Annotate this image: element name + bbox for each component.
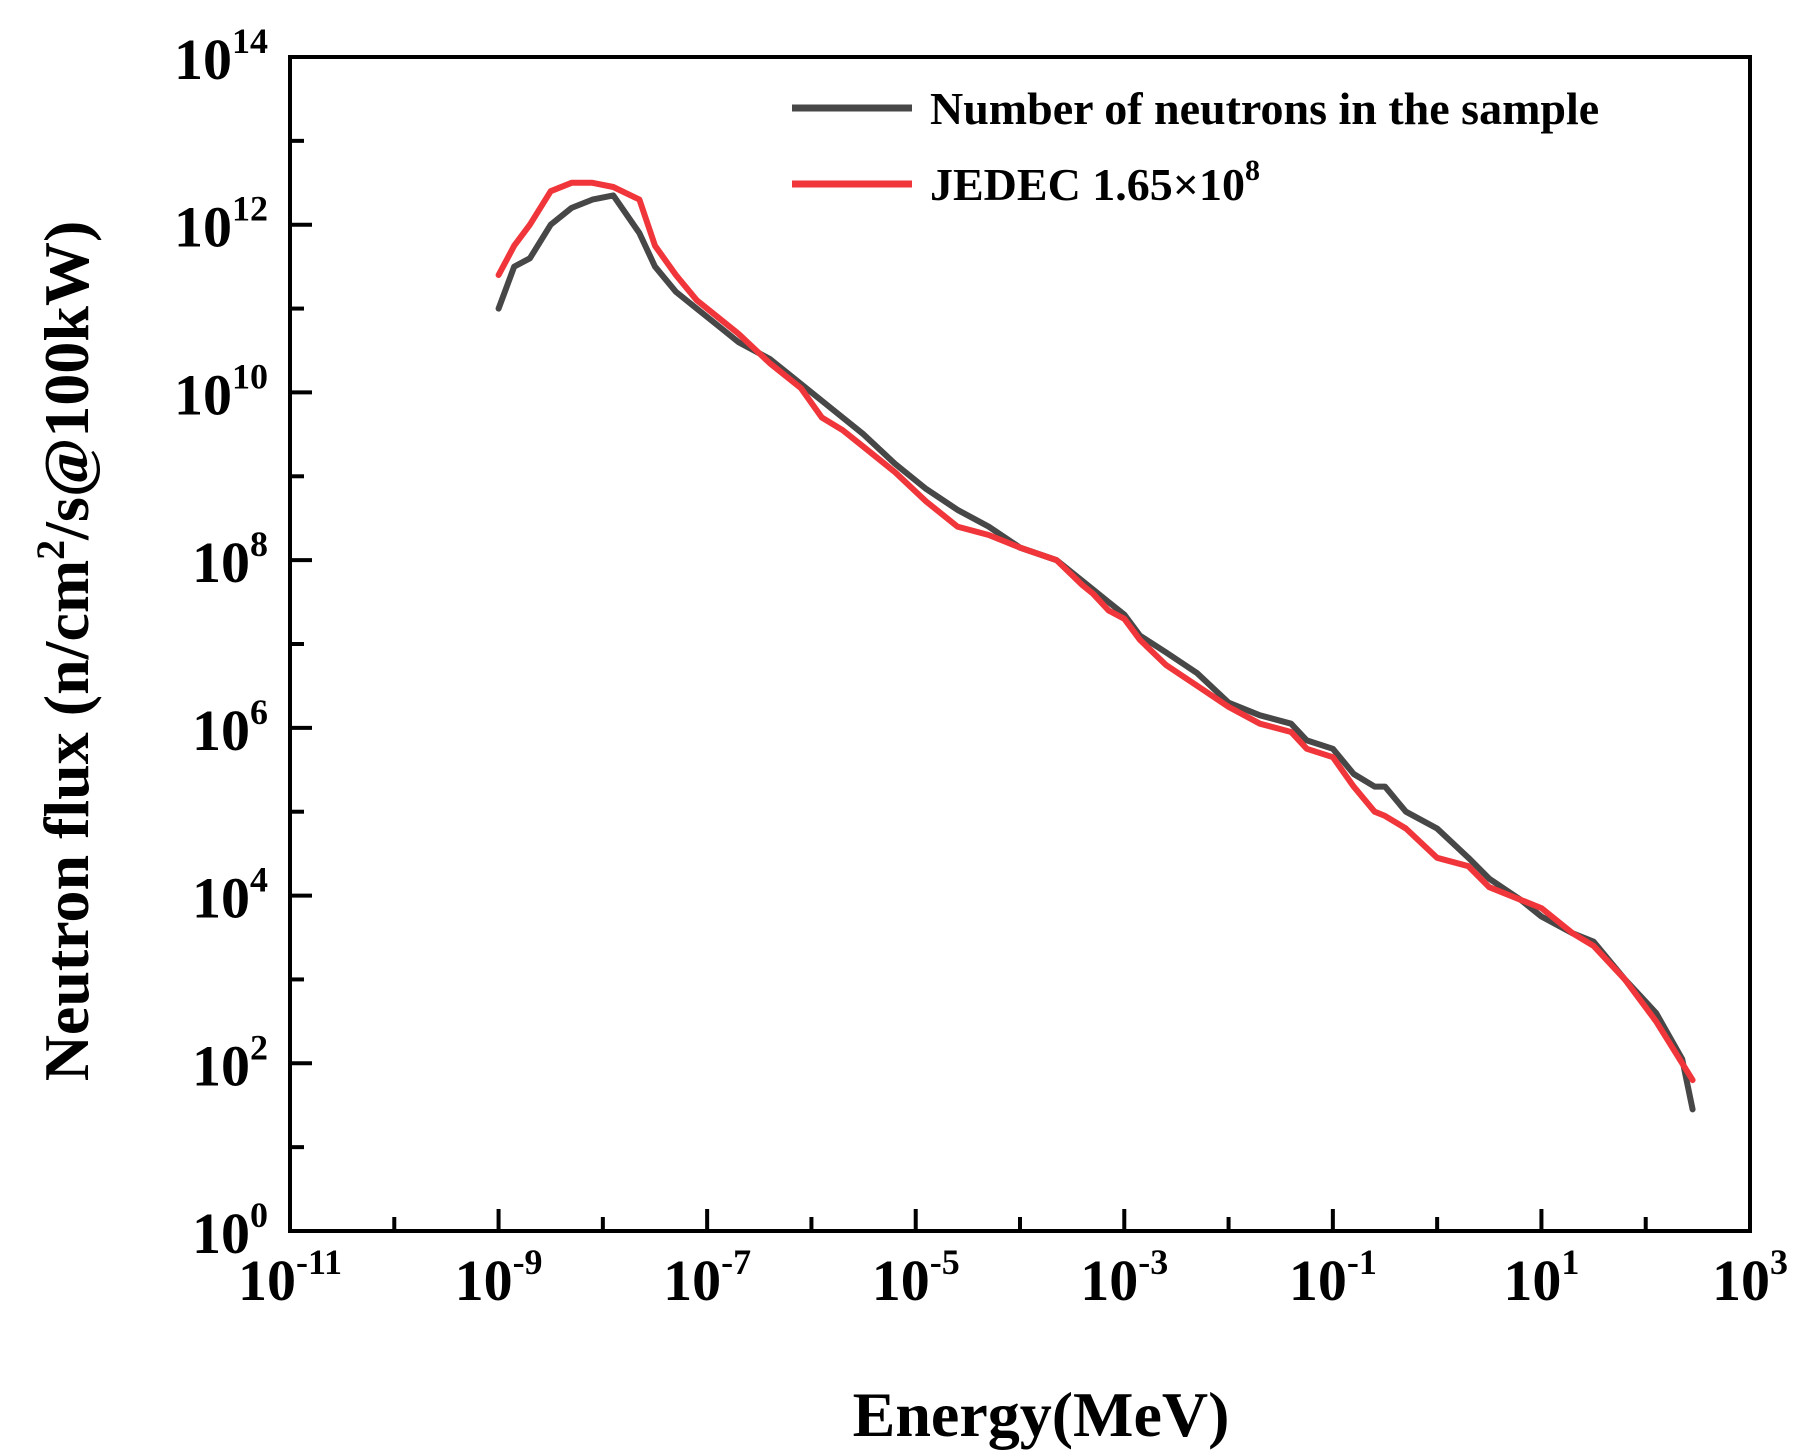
y-tick-label: 1014 [174,21,268,92]
y-tick-label: 100 [192,1195,268,1266]
y-tick-label: 1010 [174,356,268,427]
series-line-2 [495,179,1696,1084]
tick-marks [288,55,1752,1233]
x-axis-title: Energy(MeV) [853,1379,1230,1450]
x-tick-label: 10-11 [238,1242,342,1313]
series-line-1 [495,192,1696,1113]
y-tick-label: 106 [192,692,268,763]
x-tick-label: 101 [1503,1242,1579,1313]
plot-frame [288,55,1752,1233]
legend-label-1: Number of neutrons in the sample [930,83,1599,134]
y-tick-label: 108 [192,524,268,595]
x-tick-labels: 10-11 10-9 10-7 10-5 10-3 10-1 101 103 [238,1242,1788,1313]
y-tick-label: 1012 [174,189,268,260]
y-axis-title: Neutron flux (n/cm2/s@100kW) [28,221,102,1082]
x-tick-label: 10-9 [455,1242,543,1313]
y-tick-label: 102 [192,1027,268,1098]
y-tick-labels: 100 102 104 106 108 1010 1012 1014 [174,21,268,1266]
legend-label-2: JEDEC 1.65×108 [930,154,1260,210]
x-tick-label: 103 [1712,1242,1788,1313]
x-tick-label: 10-3 [1080,1242,1168,1313]
x-tick-label: 10-1 [1289,1242,1377,1313]
x-tick-label: 10-5 [872,1242,960,1313]
x-tick-label: 10-7 [663,1242,751,1313]
legend: Number of neutrons in the sample JEDEC 1.… [792,83,1599,210]
y-tick-label: 104 [192,860,268,931]
series-lines [495,179,1696,1113]
